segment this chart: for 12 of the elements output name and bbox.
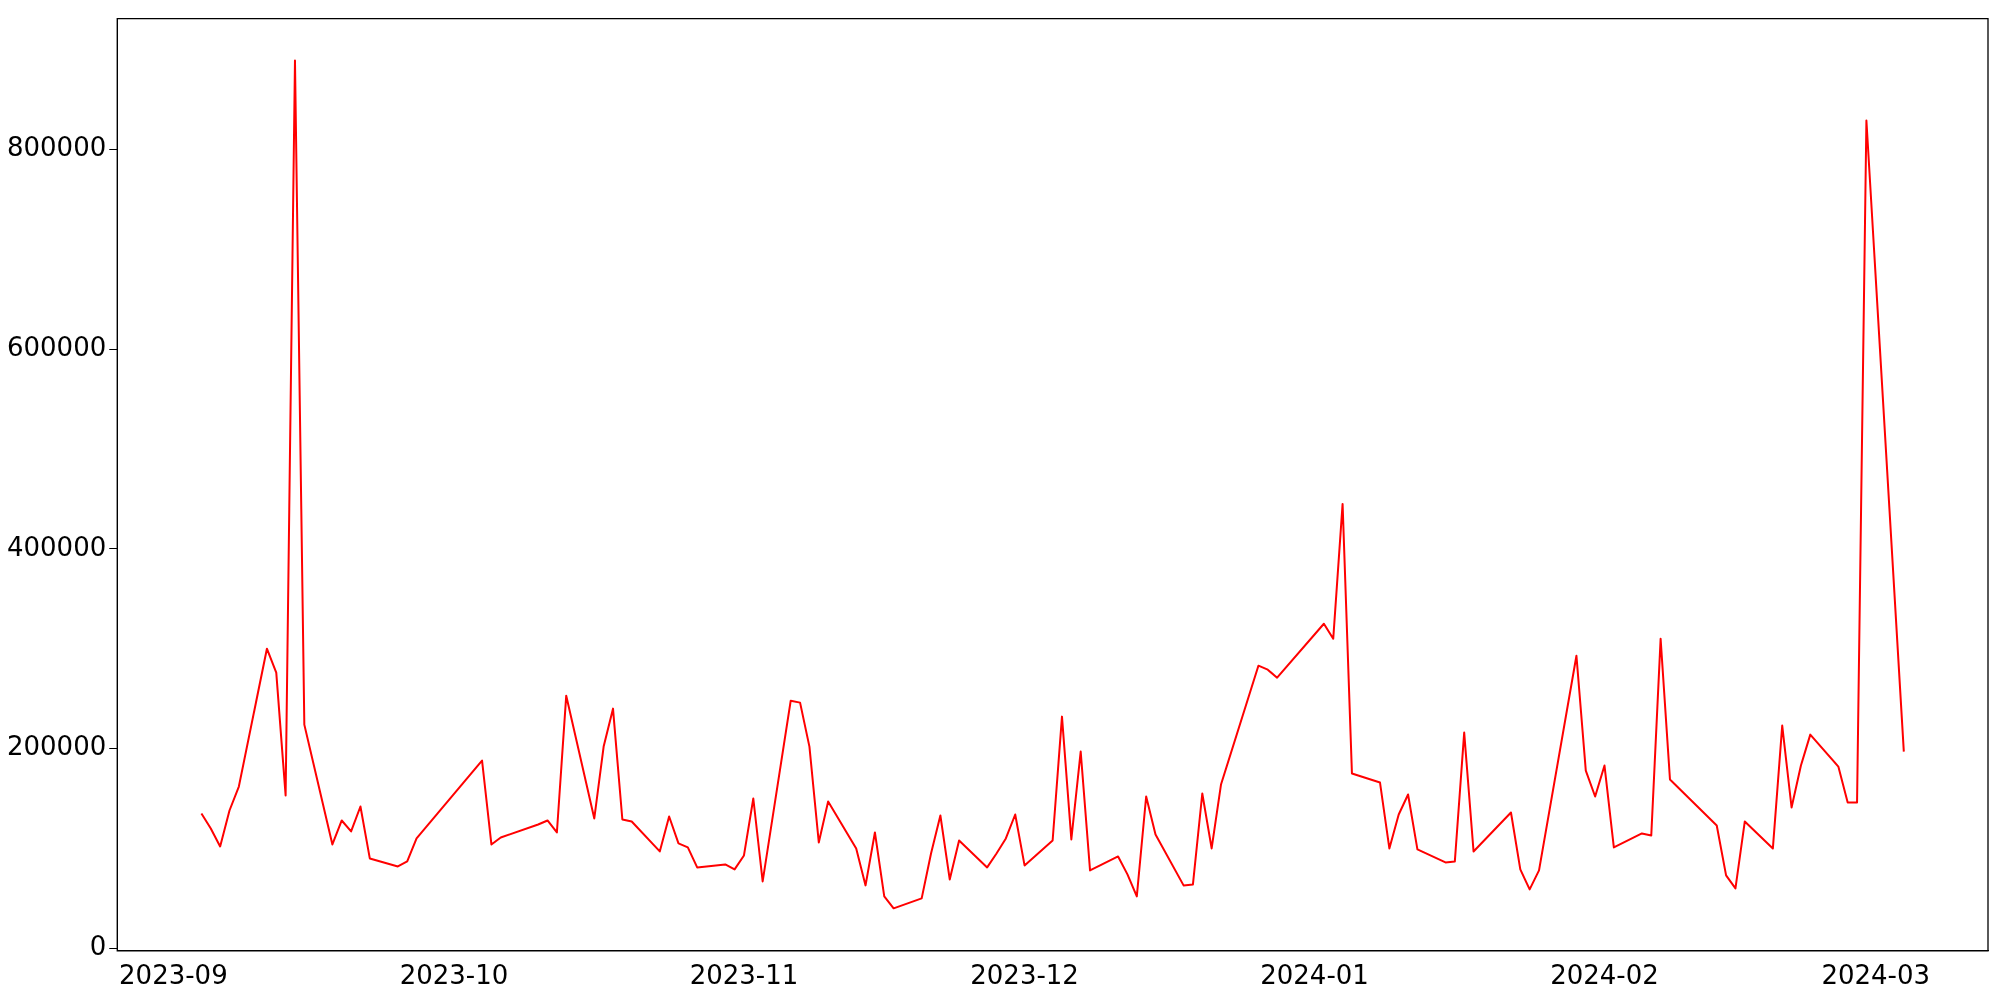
y-tick-label: 600000	[6, 331, 107, 362]
x-tick-label: 2024-01	[1260, 960, 1369, 991]
x-tick-label: 2023-12	[970, 960, 1079, 991]
x-tick-label: 2023-10	[399, 960, 509, 991]
y-tick-label: 400000	[6, 531, 107, 562]
x-tick-label: 2023-09	[119, 960, 228, 991]
y-tick-label: 800000	[6, 132, 107, 163]
x-tick-label: 2024-03	[1821, 960, 1931, 991]
y-tick-label: 200000	[6, 731, 107, 762]
x-tick-label: 2024-02	[1550, 960, 1659, 991]
y-tick-label: 0	[89, 931, 107, 962]
x-tick-label: 2023-11	[689, 960, 799, 991]
